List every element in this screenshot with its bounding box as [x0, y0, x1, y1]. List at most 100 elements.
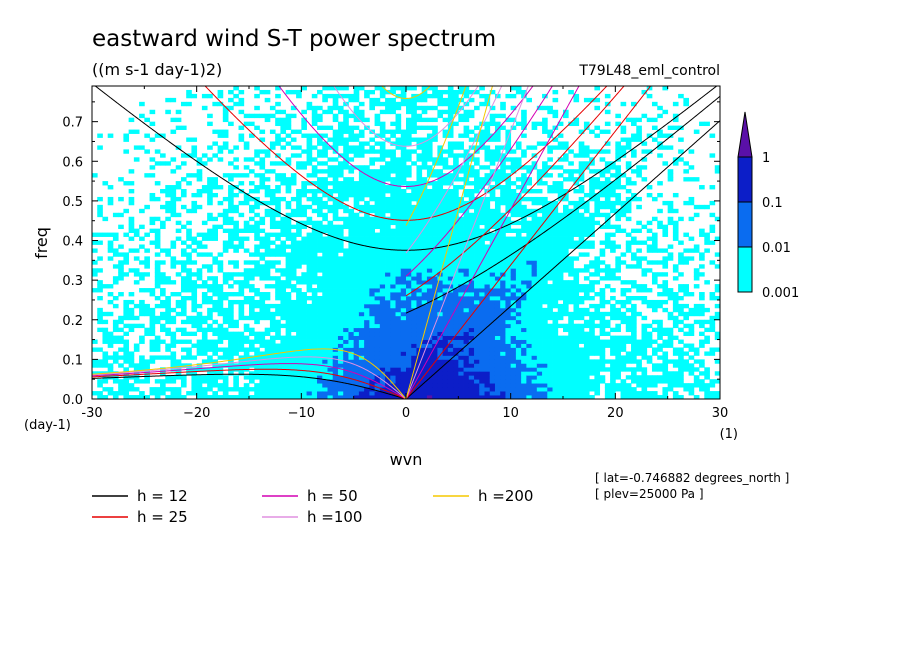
power-cell [311, 280, 318, 285]
power-cell [165, 315, 171, 321]
power-cell [254, 292, 260, 297]
power-cell [343, 387, 349, 392]
power-cell [583, 252, 590, 257]
power-cell [547, 224, 553, 230]
power-cell [536, 244, 543, 249]
power-cell [531, 347, 538, 352]
power-cell [547, 165, 553, 170]
power-cell [306, 141, 313, 146]
power-cell [217, 307, 224, 313]
power-cell [484, 232, 491, 237]
power-cell [374, 339, 381, 344]
power-cell [337, 165, 344, 170]
power-cell [337, 391, 344, 396]
power-cell [568, 284, 574, 289]
power-cell [426, 339, 433, 344]
power-cell [437, 343, 444, 348]
power-cell [500, 177, 506, 182]
power-cell [317, 189, 323, 194]
power-cell [249, 196, 255, 202]
power-cell [416, 315, 423, 321]
power-cell [547, 307, 553, 313]
power-cell [285, 383, 292, 388]
power-cell [447, 383, 454, 388]
power-cell [259, 220, 266, 226]
power-cell [369, 363, 375, 368]
power-cell [463, 153, 470, 158]
power-cell [243, 121, 250, 127]
power-cell [494, 311, 501, 317]
power-cell [494, 292, 501, 297]
power-cell [238, 387, 245, 392]
power-cell [337, 125, 344, 130]
power-cell [332, 236, 339, 241]
power-cell [306, 331, 313, 337]
power-cell [531, 256, 538, 261]
power-cell [275, 288, 281, 293]
power-cell [426, 303, 433, 309]
power-cell [447, 149, 454, 154]
power-cell [463, 363, 470, 368]
power-cell [327, 105, 334, 111]
power-cell [306, 173, 313, 178]
power-cell [542, 252, 548, 257]
power-cell [505, 319, 512, 325]
power-cell [474, 311, 480, 317]
power-cell [421, 105, 428, 111]
power-cell [337, 288, 344, 293]
power-cell [290, 303, 297, 309]
power-cell [494, 363, 501, 368]
power-cell [385, 228, 391, 233]
power-cell [432, 311, 438, 317]
power-cell [442, 347, 449, 352]
power-cell [447, 323, 454, 329]
power-cell [474, 264, 480, 269]
power-cell [510, 161, 517, 166]
power-cell [97, 240, 103, 245]
power-cell [526, 208, 532, 214]
power-cell [317, 89, 323, 95]
power-cell [390, 232, 396, 237]
power-cell [112, 323, 119, 329]
power-cell [165, 276, 171, 281]
power-cell [123, 383, 130, 388]
power-cell [489, 339, 496, 344]
power-cell [494, 248, 501, 253]
power-cell [144, 307, 150, 313]
power-cell [259, 157, 266, 162]
power-cell [196, 351, 203, 356]
power-cell [536, 200, 543, 206]
power-cell [296, 129, 302, 134]
power-cell [358, 268, 365, 273]
power-cell [222, 311, 229, 317]
power-cell [280, 295, 287, 301]
power-cell [275, 236, 281, 241]
power-cell [426, 383, 433, 388]
power-cell [437, 192, 444, 198]
power-cell [191, 93, 198, 99]
power-cell [301, 117, 307, 123]
power-cell [358, 256, 365, 261]
power-cell [212, 375, 218, 380]
power-cell [406, 335, 412, 340]
power-cell [301, 323, 307, 329]
power-cell [332, 212, 339, 218]
power-cell [165, 161, 171, 166]
power-cell [531, 295, 538, 301]
power-cell [542, 240, 548, 245]
power-cell [353, 224, 360, 230]
power-cell [421, 315, 428, 321]
power-cell [474, 335, 480, 340]
power-cell [358, 113, 365, 119]
power-cell [343, 93, 349, 99]
power-cell [421, 181, 428, 186]
power-cell [484, 145, 491, 150]
power-cell [160, 224, 166, 230]
power-cell [426, 307, 433, 313]
power-cell [358, 315, 365, 321]
power-cell [547, 256, 553, 261]
power-cell [374, 292, 381, 297]
power-cell [479, 244, 485, 249]
power-cell [301, 280, 307, 285]
power-cell [285, 228, 292, 233]
